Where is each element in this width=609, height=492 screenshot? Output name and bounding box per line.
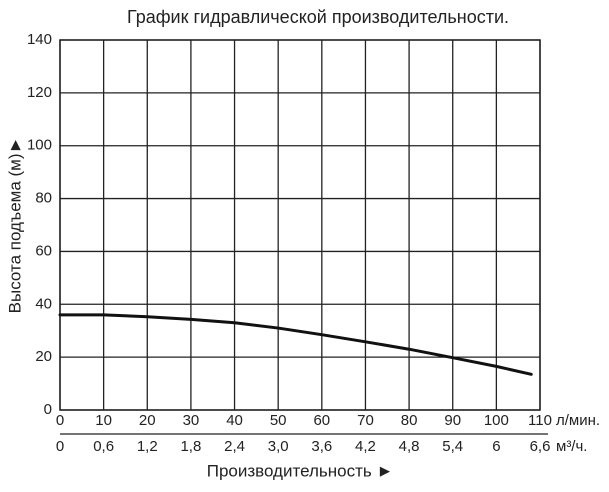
x2-tick-label: 5,4 bbox=[442, 438, 463, 455]
y-tick-label: 140 bbox=[27, 31, 52, 48]
y-tick-label: 120 bbox=[27, 84, 52, 101]
y-tick-label: 0 bbox=[44, 401, 52, 418]
y-tick-label: 40 bbox=[35, 295, 52, 312]
x-tick-label: 40 bbox=[226, 412, 243, 429]
x-tick-label: 70 bbox=[357, 412, 374, 429]
y-tick-label: 100 bbox=[27, 137, 52, 154]
x2-tick-label: 6 bbox=[492, 438, 500, 455]
x2-tick-label: 0 bbox=[56, 438, 64, 455]
x2-tick-label: 2,4 bbox=[224, 438, 245, 455]
x-tick-label: 30 bbox=[183, 412, 200, 429]
x-tick-label: 10 bbox=[95, 412, 112, 429]
chart-title: График гидравлической производительности… bbox=[127, 7, 509, 27]
x2-tick-label: 1,2 bbox=[137, 438, 158, 455]
x2-tick-label: 6,6 bbox=[530, 438, 551, 455]
x-tick-label: 0 bbox=[56, 412, 64, 429]
y-tick-label: 60 bbox=[35, 242, 52, 259]
x2-tick-label: 4,2 bbox=[355, 438, 376, 455]
x-tick-label: 90 bbox=[444, 412, 461, 429]
x2-tick-label: 1,8 bbox=[180, 438, 201, 455]
x2-tick-label: 4,8 bbox=[399, 438, 420, 455]
x-tick-label: 80 bbox=[401, 412, 418, 429]
y-tick-label: 20 bbox=[35, 348, 52, 365]
x2-tick-label: 3,6 bbox=[311, 438, 332, 455]
x2-tick-label: 3,0 bbox=[268, 438, 289, 455]
x-tick-label: 60 bbox=[313, 412, 330, 429]
y-tick-label: 80 bbox=[35, 190, 52, 207]
x2-tick-label: 0,6 bbox=[93, 438, 114, 455]
x-axis-label: Производительность ► bbox=[207, 461, 394, 480]
x-unit: л/мин. bbox=[556, 412, 600, 429]
x-tick-label: 50 bbox=[270, 412, 287, 429]
x2-unit: м³/ч. bbox=[556, 438, 587, 455]
x-tick-label: 20 bbox=[139, 412, 156, 429]
y-axis-label: Высота подъема (м)► bbox=[5, 137, 24, 314]
performance-curve bbox=[58, 313, 533, 376]
plot-frame bbox=[59, 39, 541, 411]
x-tick-label: 100 bbox=[484, 412, 509, 429]
x-tick-label: 110 bbox=[528, 412, 552, 429]
